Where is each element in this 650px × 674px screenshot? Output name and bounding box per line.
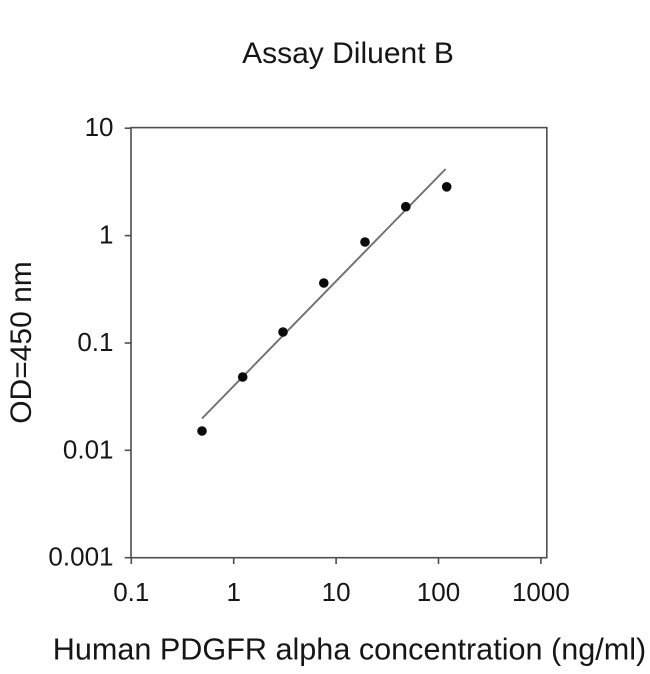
svg-text:0.1: 0.1 [113,577,149,607]
svg-text:1: 1 [226,577,240,607]
svg-text:OD=450 nm: OD=450 nm [5,261,38,424]
svg-text:100: 100 [417,577,460,607]
svg-text:0.1: 0.1 [77,327,113,357]
svg-text:Assay Diluent B: Assay Diluent B [242,37,454,70]
svg-text:10: 10 [85,112,114,142]
svg-text:10: 10 [322,577,351,607]
svg-text:0.01: 0.01 [63,434,114,464]
svg-text:1: 1 [99,220,113,250]
svg-text:1000: 1000 [512,577,570,607]
svg-text:Human PDGFR alpha concentratio: Human PDGFR alpha concentration (ng/ml) [53,633,646,667]
svg-text:0.001: 0.001 [48,542,113,572]
